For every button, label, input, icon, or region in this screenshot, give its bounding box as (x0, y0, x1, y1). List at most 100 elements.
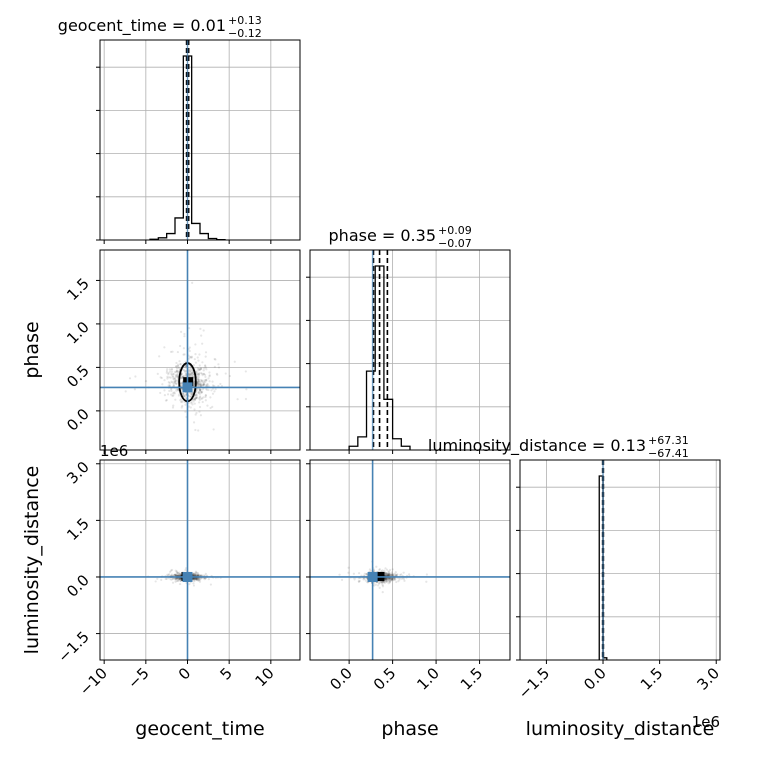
sample-point (190, 374, 193, 377)
sample-point (204, 366, 207, 369)
sample-point (196, 375, 199, 379)
sample-point (176, 388, 179, 391)
sample-point (178, 577, 182, 581)
sample-point (198, 353, 201, 356)
sample-point (398, 578, 401, 581)
sample-point (163, 346, 166, 349)
sample-point (180, 384, 183, 387)
sample-point (390, 577, 394, 581)
sample-point (385, 579, 388, 582)
ytick-label: 0.0 (63, 571, 93, 601)
sample-point (384, 577, 387, 580)
sample-point (193, 578, 196, 581)
truth-marker (182, 571, 193, 582)
sample-point (205, 368, 208, 371)
sample-point (381, 591, 384, 594)
sample-point (195, 396, 198, 400)
sample-point (206, 384, 209, 387)
title-error-lower: −0.12 (228, 27, 262, 40)
sample-point (353, 578, 356, 581)
sample-point (174, 577, 177, 580)
sample-point (189, 356, 192, 359)
sample-point (176, 577, 179, 580)
xtick-label: −10 (76, 664, 111, 699)
sample-point (197, 367, 200, 371)
sample-point (169, 569, 173, 572)
sample-point (192, 582, 195, 585)
sample-point (200, 574, 203, 577)
sample-point (196, 574, 199, 577)
sample-point (388, 570, 391, 573)
sample-point (176, 374, 179, 377)
sample-point (194, 573, 197, 576)
sample-point (194, 361, 198, 364)
sample-point (201, 374, 204, 377)
sample-point (192, 577, 195, 580)
sample-point (165, 577, 168, 580)
sample-point (184, 396, 187, 399)
sample-point (181, 399, 184, 402)
sample-point (197, 376, 200, 379)
sample-point (217, 384, 220, 388)
sample-point (204, 399, 207, 402)
sample-point (203, 574, 206, 577)
panel-title: geocent_time = 0.01 (58, 16, 226, 36)
sample-point (172, 394, 175, 397)
sample-point (199, 382, 202, 385)
sample-point (388, 573, 391, 576)
sample-point (397, 579, 400, 583)
sample-point (383, 577, 387, 581)
sample-point (187, 327, 191, 330)
sample-point (198, 390, 202, 393)
sample-point (160, 376, 163, 380)
sample-point (171, 381, 174, 384)
sample-point (197, 379, 200, 382)
sample-point (197, 378, 200, 381)
sample-point (197, 391, 200, 395)
sample-point (394, 578, 397, 581)
sample-point (389, 579, 392, 582)
sample-point (390, 573, 393, 577)
sample-point (387, 574, 390, 577)
sample-point (385, 578, 388, 581)
sample-point (197, 574, 200, 577)
panel-frame (519, 459, 721, 661)
xtick-label: 0.5 (370, 664, 400, 694)
sample-point (386, 574, 389, 577)
sample-point (192, 388, 195, 392)
sample-point (194, 577, 197, 581)
sample-point (184, 372, 187, 375)
sample-point (215, 372, 218, 375)
sample-point (191, 403, 194, 406)
sample-point (196, 578, 199, 582)
sample-point (380, 580, 384, 583)
sample-point (202, 369, 205, 372)
xtick-label: 1.5 (457, 664, 487, 694)
sample-point (204, 395, 207, 399)
sample-point (184, 364, 187, 367)
sample-point (169, 370, 172, 373)
sample-point (171, 370, 174, 373)
sample-point (197, 374, 201, 377)
sample-point (191, 281, 194, 284)
sample-point (197, 380, 200, 383)
sample-point (211, 384, 215, 387)
sample-point (188, 391, 191, 395)
sample-point (190, 355, 193, 358)
sample-point (194, 353, 197, 356)
panel-title: phase = 0.35 (329, 226, 436, 245)
sample-point (383, 578, 387, 581)
sample-point (219, 382, 222, 386)
sample-point (195, 574, 198, 577)
sample-point (198, 574, 201, 577)
sample-point (175, 382, 178, 385)
sample-point (200, 334, 203, 337)
sample-point (174, 578, 177, 581)
truth-marker (367, 571, 378, 582)
sample-point (196, 578, 199, 581)
sample-point (173, 380, 176, 383)
sample-point (391, 577, 394, 581)
sample-point (384, 573, 387, 576)
sample-point (197, 384, 200, 387)
sample-point (386, 574, 390, 577)
